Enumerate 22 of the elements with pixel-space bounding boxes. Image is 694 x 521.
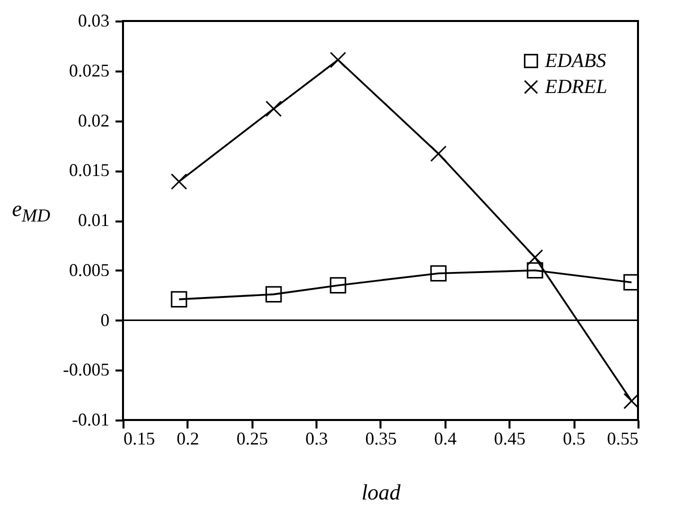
y-tick-label: 0.025 [69,60,110,80]
x-tick-label: 0.4 [434,428,457,448]
y-tick-label: -0.005 [63,360,110,380]
y-tick-label: 0.015 [69,160,110,180]
x-tick-label: 0.45 [494,428,526,448]
legend-label: EDABS [544,50,606,72]
y-tick-label: 0.01 [78,210,110,230]
y-tick-label: -0.01 [72,410,110,430]
y-tick-label: 0.02 [78,110,110,130]
x-tick-label: 0.2 [176,428,200,448]
x-tick-label: 0.35 [365,428,397,448]
y-tick-label: 0.005 [69,260,110,280]
x-tick-label: 0.55 [607,428,638,448]
x-tick-label: 0.15 [124,428,155,448]
x-tick-label: 0.25 [236,428,268,448]
y-tick-label: 0.03 [78,10,110,30]
x-tick-label: 0.5 [562,428,586,448]
x-tick-label: 0.3 [305,428,328,448]
y-tick-label: 0 [100,310,110,330]
y-axis-title: e$_{MD}$ [12,196,50,226]
x-axis-title: load [361,480,402,504]
legend-label: EDREL [544,76,608,98]
